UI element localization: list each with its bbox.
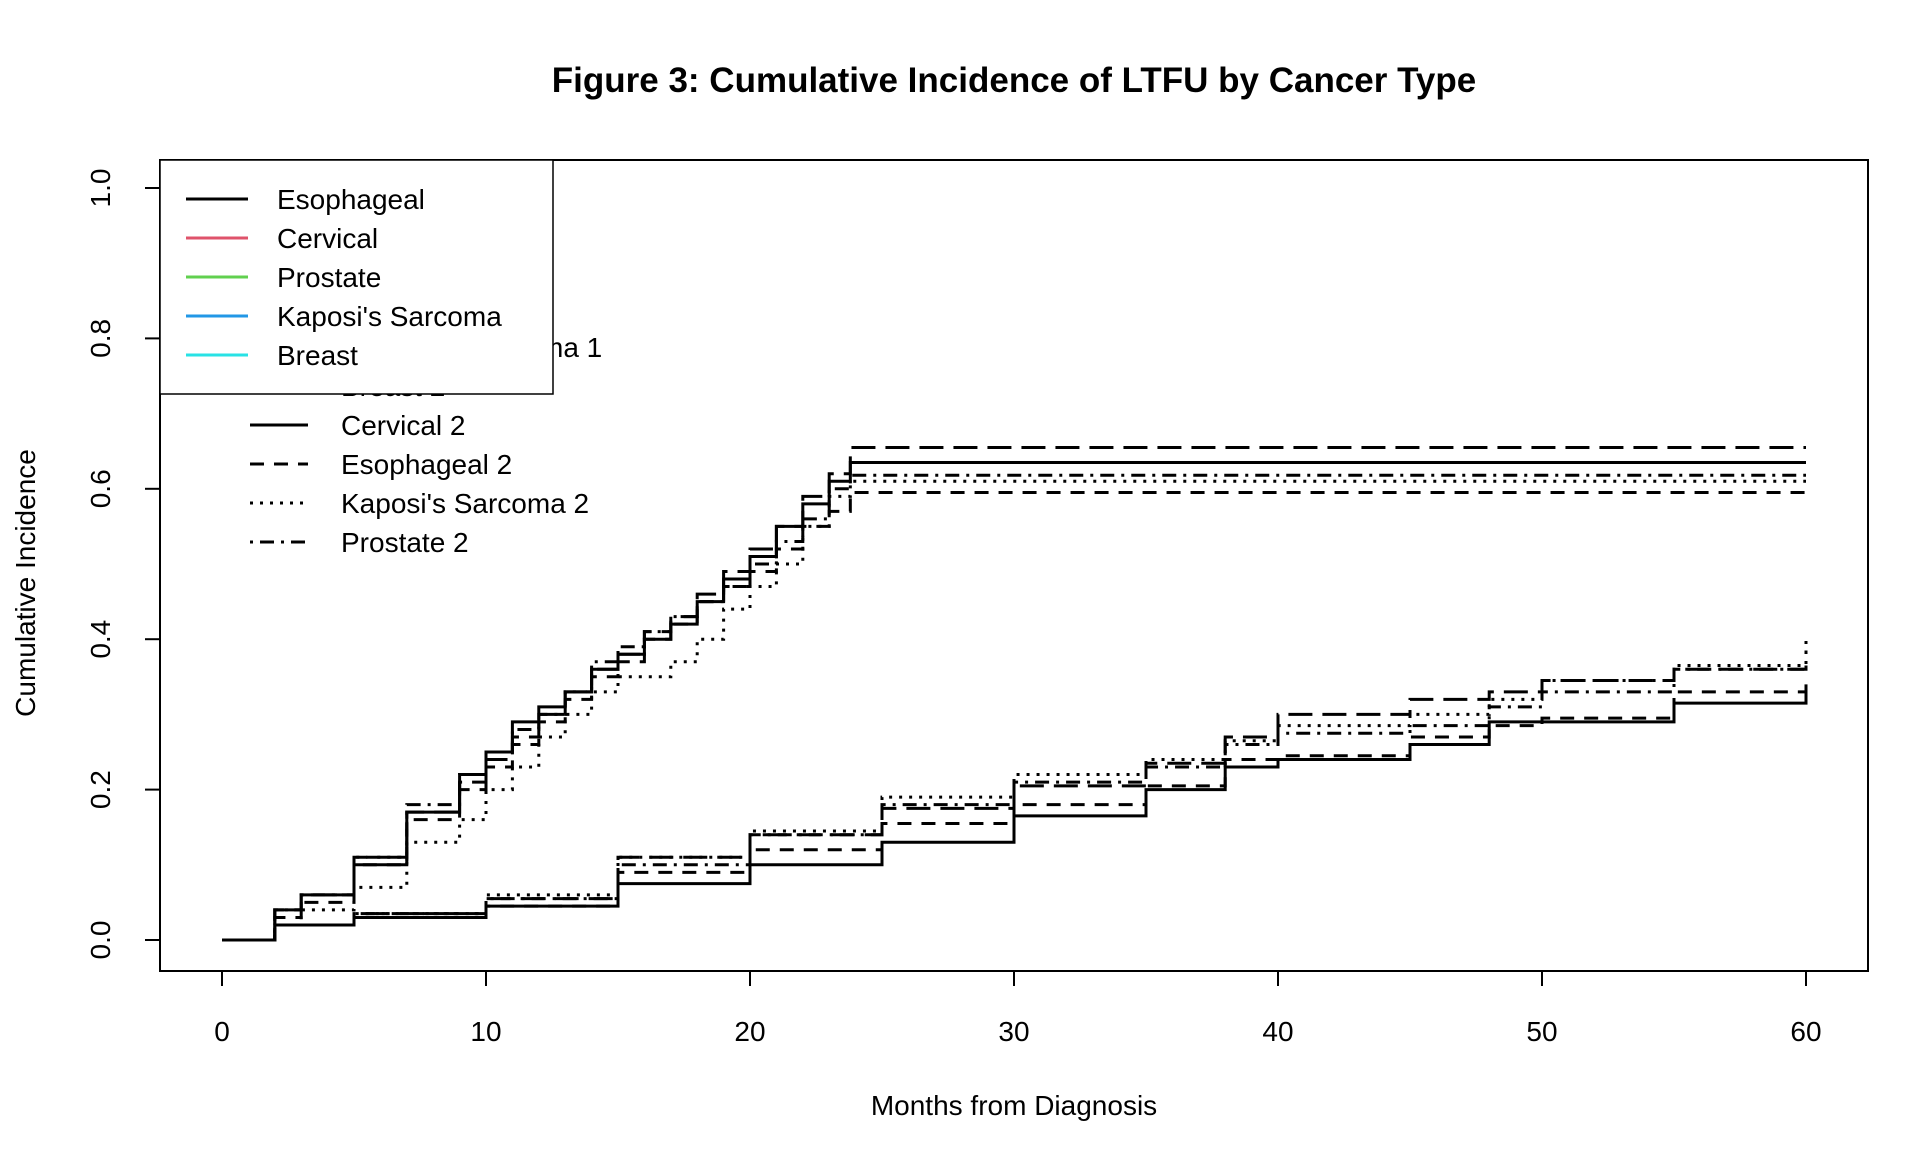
x-tick-label: 20 bbox=[734, 1016, 765, 1047]
legend-back-label: Esophageal 2 bbox=[341, 449, 512, 480]
x-tick-label: 60 bbox=[1790, 1016, 1821, 1047]
series-line-event2-longdash bbox=[222, 665, 1808, 942]
legend-back-label: Kaposi's Sarcoma 2 bbox=[341, 488, 589, 519]
x-tick-label: 0 bbox=[214, 1016, 230, 1047]
x-tick-label: 10 bbox=[470, 1016, 501, 1047]
chart-title: Figure 3: Cumulative Incidence of LTFU b… bbox=[552, 61, 1476, 100]
y-tick-label: 0.0 bbox=[85, 921, 116, 960]
legend-label: Esophageal bbox=[277, 184, 425, 215]
legend-label: Prostate bbox=[277, 262, 381, 293]
legend-label: Breast bbox=[277, 340, 358, 371]
series-layer bbox=[222, 445, 1808, 942]
y-tick-label: 0.2 bbox=[85, 770, 116, 809]
x-axis-label: Months from Diagnosis bbox=[871, 1090, 1157, 1121]
legend-top: Esophageal Cervical Prostate Kaposi's Sarco… bbox=[159, 159, 554, 395]
axes: 0 10 20 30 40 50 60 0.0 0.2 0.4 0.6 0.8 1.0 bbox=[85, 169, 1822, 1047]
legend-label: Kaposi's Sarcoma bbox=[277, 301, 502, 332]
x-tick-label: 50 bbox=[1526, 1016, 1557, 1047]
y-axis-label: Cumulative Incidence bbox=[10, 449, 41, 717]
series-line-event1-dashed bbox=[222, 491, 1806, 942]
series-line-event1-longdash bbox=[222, 445, 1806, 942]
series-line-event2-dotdash bbox=[222, 650, 1808, 942]
y-tick-label: 1.0 bbox=[85, 169, 116, 208]
x-tick-label: 30 bbox=[998, 1016, 1029, 1047]
y-tick-label: 0.6 bbox=[85, 469, 116, 508]
y-tick-label: 0.4 bbox=[85, 620, 116, 659]
y-tick-label: 0.8 bbox=[85, 319, 116, 358]
legend-back-label: Prostate 2 bbox=[341, 527, 469, 558]
series-line-event2-dashed bbox=[222, 676, 1808, 942]
legend-label: Cervical bbox=[277, 223, 378, 254]
x-tick-label: 40 bbox=[1262, 1016, 1293, 1047]
legend-back-label: Cervical 2 bbox=[341, 410, 465, 441]
